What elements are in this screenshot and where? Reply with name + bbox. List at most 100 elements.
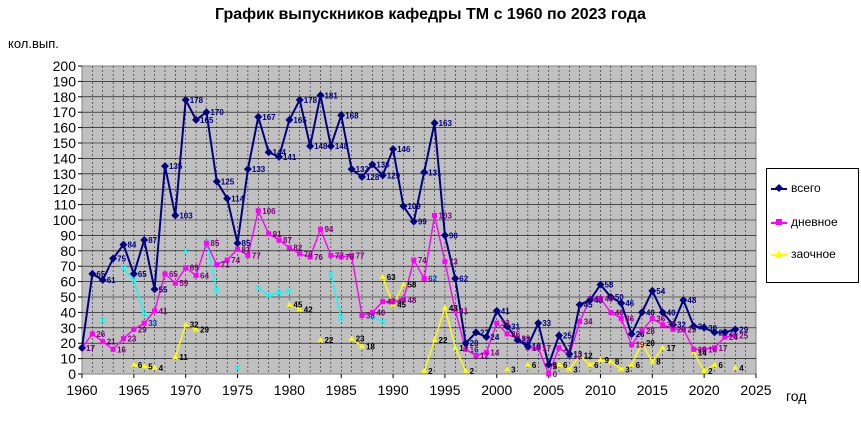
y-tick-label: 60 — [60, 274, 76, 290]
x-tick-label: 1980 — [274, 382, 305, 398]
data-label: 18 — [532, 342, 541, 351]
y-tick-label: 170 — [53, 104, 77, 120]
data-point — [265, 292, 272, 299]
data-point — [192, 115, 201, 124]
data-label: 17 — [86, 344, 95, 353]
data-label: 30 — [708, 324, 717, 333]
data-label: 81 — [242, 245, 251, 254]
data-label: 13 — [573, 350, 582, 359]
data-point — [565, 349, 574, 358]
data-point — [648, 286, 657, 295]
data-point — [183, 265, 189, 271]
data-label: 58 — [407, 281, 416, 290]
data-point — [534, 319, 543, 328]
data-point — [544, 360, 553, 369]
data-label: 28 — [646, 327, 655, 336]
data-label: 2 — [708, 367, 713, 376]
series-line — [257, 287, 290, 297]
data-label: 54 — [656, 287, 665, 296]
series-line — [81, 208, 736, 376]
data-point — [296, 306, 303, 312]
data-label: 46 — [625, 299, 634, 308]
data-point — [152, 308, 158, 314]
data-label: 133 — [356, 165, 370, 174]
data-label: 21 — [107, 338, 116, 347]
data-label: 45 — [293, 301, 302, 310]
data-point — [617, 299, 626, 308]
data-point — [347, 165, 356, 174]
data-label: 25 — [739, 332, 748, 341]
data-label: 55 — [159, 285, 168, 294]
data-point — [380, 299, 386, 305]
data-label: 43 — [449, 304, 458, 313]
series-0 — [78, 91, 740, 369]
data-point — [245, 252, 251, 258]
data-label: 14 — [698, 348, 707, 357]
data-point — [150, 285, 159, 294]
x-tick-label: 1975 — [222, 382, 253, 398]
data-point — [494, 320, 500, 326]
chart-title: График выпускников кафедры ТМ с 1960 по … — [215, 6, 646, 23]
data-point — [523, 342, 532, 351]
data-point — [275, 152, 284, 161]
data-label: 61 — [107, 276, 116, 285]
data-point — [607, 358, 614, 364]
data-label: 62 — [459, 275, 468, 284]
data-label: 41 — [159, 307, 168, 316]
data-label: 27 — [480, 328, 489, 337]
data-point — [430, 118, 439, 127]
data-point — [390, 301, 397, 307]
data-label: 125 — [221, 178, 235, 187]
data-point — [411, 257, 417, 263]
data-point — [151, 364, 158, 370]
data-label: 12 — [584, 352, 593, 361]
data-point — [492, 306, 501, 315]
data-point — [317, 226, 323, 232]
data-point — [224, 257, 230, 263]
data-label: 14 — [490, 348, 499, 357]
data-label: 29 — [200, 325, 209, 334]
data-point — [712, 345, 718, 351]
data-point — [701, 346, 707, 352]
data-point — [390, 299, 396, 305]
data-point — [440, 231, 449, 240]
data-label: 94 — [324, 225, 333, 234]
data-label: 24 — [729, 333, 738, 342]
data-point — [171, 211, 180, 220]
data-label: 91 — [273, 230, 282, 239]
data-point — [546, 371, 552, 377]
legend-item-correspondence: заочное — [771, 247, 857, 263]
y-tick-label: 80 — [60, 243, 76, 259]
data-point — [566, 366, 573, 372]
data-point — [637, 308, 646, 317]
data-label: 40 — [667, 308, 676, 317]
data-point — [482, 333, 491, 342]
data-label: 77 — [356, 251, 365, 260]
data-point — [266, 231, 272, 237]
data-label: 32 — [190, 321, 199, 330]
data-point — [338, 254, 344, 260]
data-point — [658, 308, 667, 317]
x-axis-label: год — [786, 388, 807, 404]
data-label: 24 — [490, 333, 499, 342]
data-point — [596, 280, 605, 289]
data-label: 103 — [439, 211, 453, 220]
data-label: 65 — [96, 270, 105, 279]
data-label: 45 — [397, 301, 406, 310]
data-point — [732, 364, 739, 370]
data-label: 2 — [428, 367, 433, 376]
data-point — [316, 91, 325, 100]
data-label: 78 — [304, 250, 313, 259]
legend: всего дневное заочное — [766, 168, 859, 283]
data-point — [400, 297, 406, 303]
data-point — [420, 168, 429, 177]
data-label: 9 — [604, 356, 609, 365]
data-label: 16 — [117, 345, 126, 354]
data-point — [442, 259, 448, 265]
data-label: 165 — [293, 116, 307, 125]
y-tick-label: 70 — [60, 258, 76, 274]
data-label: 49 — [604, 295, 613, 304]
x-tick-label: 1960 — [66, 382, 97, 398]
data-label: 2 — [470, 367, 475, 376]
